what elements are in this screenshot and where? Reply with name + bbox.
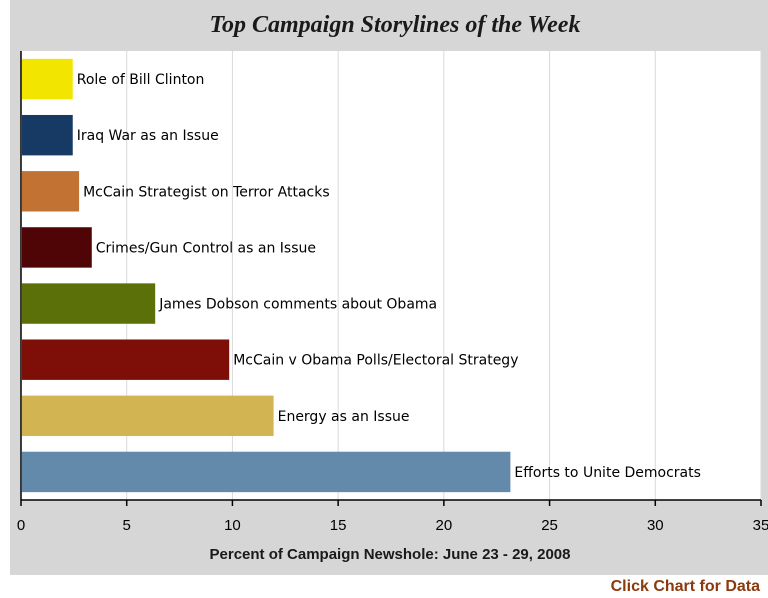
x-tick-label: 0 <box>17 517 25 534</box>
bar-label: Crimes/Gun Control as an Issue <box>96 240 316 256</box>
bar <box>22 227 92 268</box>
bar <box>22 283 156 324</box>
x-tick-label: 25 <box>541 517 558 534</box>
x-tick-label: 35 <box>753 517 768 534</box>
bar-label: Role of Bill Clinton <box>77 72 205 88</box>
bars <box>22 58 511 493</box>
bar-label: McCain v Obama Polls/Electoral Strategy <box>233 353 518 369</box>
x-tick-label: 20 <box>436 517 453 534</box>
bar-label: Efforts to Unite Democrats <box>514 465 701 481</box>
x-axis-title: Percent of Campaign Newshole: June 23 - … <box>210 546 571 563</box>
bar-labels: Role of Bill Clinton Iraq War as an Issue… <box>77 72 701 481</box>
bar-label: McCain Strategist on Terror Attacks <box>83 184 330 200</box>
bar-label: Energy as an Issue <box>278 409 410 425</box>
x-tick-label: 5 <box>123 517 131 534</box>
x-axis-ticks: 0 5 10 15 20 25 30 35 <box>17 500 768 534</box>
x-tick-label: 30 <box>647 517 664 534</box>
bar-label: James Dobson comments about Obama <box>158 297 437 313</box>
chart-title: Top Campaign Storylines of the Week <box>209 12 581 38</box>
x-tick-label: 15 <box>330 517 347 534</box>
bar <box>22 58 73 100</box>
bar <box>22 451 511 493</box>
click-chart-for-data-link[interactable]: Click Chart for Data <box>610 578 760 595</box>
bar <box>22 114 73 156</box>
bar <box>22 339 230 380</box>
bar-label: Iraq War as an Issue <box>77 128 219 144</box>
bar <box>22 171 80 212</box>
x-tick-label: 10 <box>224 517 241 534</box>
bar <box>22 395 274 437</box>
